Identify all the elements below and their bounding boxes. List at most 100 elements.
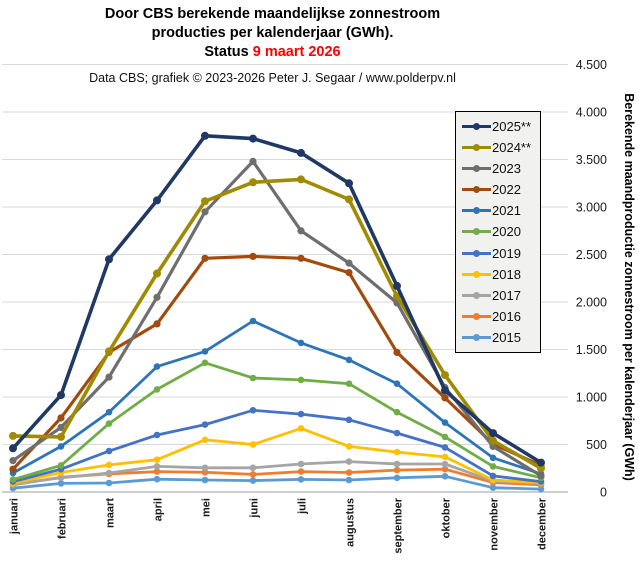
series-line	[11, 361, 543, 482]
data-point-marker	[345, 443, 353, 450]
legend-label: 2025**	[492, 119, 532, 134]
legend-item-2025: 2025**	[462, 119, 540, 134]
data-point-marker	[153, 269, 161, 278]
data-point-marker	[441, 371, 449, 380]
legend-item-2023: 2023	[462, 161, 540, 176]
data-point-marker	[249, 252, 257, 260]
data-point-marker	[57, 474, 65, 482]
data-point-marker	[297, 227, 305, 235]
data-point-marker	[489, 484, 497, 492]
y-tick-label: 4.000	[576, 106, 607, 120]
x-tick-label-november: november	[489, 497, 501, 550]
data-point-marker	[297, 175, 305, 184]
data-point-marker	[9, 465, 17, 473]
data-point-marker	[201, 359, 209, 367]
data-point-marker	[345, 380, 353, 388]
data-point-marker	[297, 148, 305, 157]
series-2015	[9, 473, 545, 493]
data-point-marker	[249, 374, 257, 382]
x-tick-label-december: december	[537, 497, 549, 550]
data-point-marker	[345, 259, 353, 267]
chart-title-line1: Door CBS berekende maandelijkse zonnestr…	[104, 6, 441, 22]
legend: 2025** 2024** 2023 2022 2021 2020 2019 2018 2017…	[455, 111, 541, 353]
data-point-marker	[345, 416, 353, 424]
chart-subtitle: Data CBS; grafiek © 2023-2026 Peter J. S…	[89, 71, 456, 85]
data-point-marker	[393, 380, 401, 388]
data-point-marker	[105, 408, 113, 416]
data-point-marker	[249, 407, 257, 414]
x-tick-label-oktober: oktober	[441, 497, 453, 538]
data-point-marker	[393, 474, 401, 482]
legend-line-dot-icon	[462, 291, 491, 300]
data-point-marker	[393, 348, 401, 356]
legend-line-dot-icon	[462, 143, 491, 152]
legend-label: 2019	[492, 245, 521, 261]
data-point-marker	[537, 458, 545, 467]
x-tick-label-mei: mei	[201, 498, 213, 517]
y-tick-label: 1.000	[576, 391, 607, 405]
data-point-marker	[441, 453, 449, 461]
data-point-marker	[489, 429, 497, 438]
x-tick-label-april: april	[153, 498, 165, 521]
y-tick-label: 4.500	[576, 58, 607, 72]
data-series-layer	[9, 131, 545, 493]
y-tick-label: 1.500	[576, 343, 607, 357]
data-point-marker	[393, 429, 401, 437]
y-tick-label: 2.500	[576, 248, 607, 262]
status-prefix: Status	[204, 44, 253, 60]
data-point-marker	[393, 281, 401, 290]
data-point-marker	[201, 421, 209, 428]
data-point-marker	[57, 480, 65, 487]
data-point-marker	[441, 460, 449, 468]
chart-title-line2: producties per kalenderjaar (GWh).	[151, 25, 394, 41]
data-point-marker	[249, 477, 257, 484]
data-point-marker	[297, 339, 305, 347]
data-point-marker	[153, 320, 161, 328]
data-point-marker	[57, 423, 65, 431]
series-line	[11, 408, 543, 484]
data-point-marker	[297, 410, 305, 418]
data-point-marker	[441, 444, 449, 451]
x-tick-label-september: september	[393, 497, 405, 553]
legend-item-2024: 2024**	[462, 140, 540, 155]
legend-item-2020: 2020	[462, 224, 540, 239]
data-point-marker	[105, 420, 113, 427]
legend-label: 2017	[492, 287, 521, 303]
y-tick-label: 3.500	[576, 153, 607, 167]
x-axis-labels: januari februari maart april mei juni juli augu…	[9, 497, 549, 553]
data-point-marker	[537, 472, 545, 480]
y-axis-title: Berekende maandproductie zonnestroom per…	[622, 93, 636, 481]
series-line	[11, 134, 543, 465]
data-point-marker	[489, 454, 497, 462]
y-axis-tick-labels: 0 500 1.000 1.500 2.000 2.500 3.000 3.500 4.000 4…	[576, 58, 607, 500]
data-point-marker	[201, 348, 209, 355]
data-point-marker	[345, 179, 353, 188]
data-point-marker	[441, 433, 449, 441]
data-point-marker	[297, 460, 305, 468]
status-date: 9 maart 2026	[252, 44, 341, 60]
data-point-marker	[441, 473, 449, 480]
legend-item-2018: 2018	[462, 267, 540, 282]
legend-label: 2016	[492, 308, 521, 324]
data-point-marker	[105, 479, 113, 487]
legend-line-dot-icon	[462, 249, 491, 258]
data-point-marker	[393, 460, 401, 468]
data-point-marker	[9, 457, 17, 465]
legend-item-2015: 2015	[462, 330, 540, 345]
data-point-marker	[441, 419, 449, 426]
data-point-marker	[201, 208, 209, 216]
series-2024	[9, 175, 545, 473]
data-point-marker	[441, 465, 449, 473]
series-2018	[9, 425, 545, 487]
data-point-marker	[57, 391, 65, 400]
data-point-marker	[489, 436, 497, 445]
data-point-marker	[393, 466, 401, 474]
legend-line-dot-icon	[462, 227, 491, 236]
y-tick-label: 2.000	[576, 296, 607, 310]
series-line	[11, 426, 543, 485]
data-point-marker	[153, 363, 161, 370]
data-point-marker	[249, 441, 257, 448]
data-point-marker	[345, 469, 353, 476]
legend-label: 2015	[492, 329, 521, 345]
data-point-marker	[249, 178, 257, 187]
